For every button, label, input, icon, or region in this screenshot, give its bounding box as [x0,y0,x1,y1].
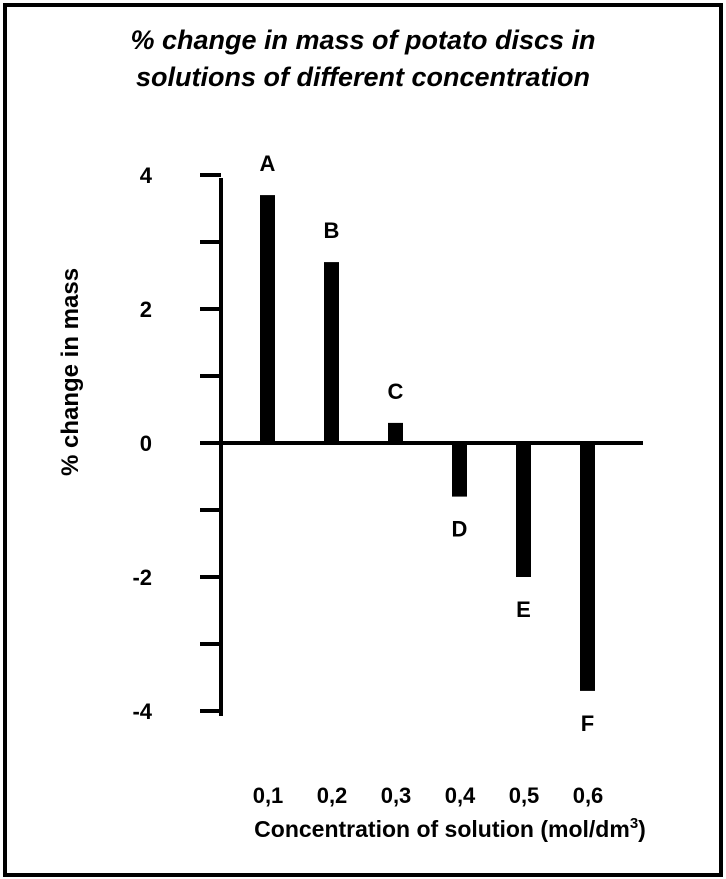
x-tick-label: 0,2 [317,783,348,808]
y-tick-label: -4 [132,699,152,724]
y-tick-label: -2 [132,565,152,590]
y-tick-label: 2 [140,297,152,322]
bar-a [260,195,275,443]
y-tick-label: 4 [140,163,153,188]
bar-b [324,262,339,443]
bar-label: C [388,379,404,404]
x-axis-label-close: ) [638,816,646,842]
x-tick-label: 0,4 [445,783,476,808]
x-tick-label: 0,5 [509,783,540,808]
y-axis-label: % change in mass [57,268,84,476]
bar-f [580,443,595,691]
chart-title-line: solutions of different concentration [135,62,591,92]
bar-label: B [324,218,340,243]
x-tick-label: 0,6 [573,783,604,808]
bar-d [452,443,467,497]
x-tick-label: 0,3 [381,783,412,808]
x-tick-label: 0,1 [253,783,284,808]
chart-title: % change in mass of potato discs in solut… [0,22,726,96]
bar-c [388,422,403,443]
x-axis-label-text: Concentration of solution (mol/dm [254,816,630,842]
chart-frame [3,3,723,877]
bar-label: E [516,597,531,622]
x-axis-label-superscript: 3 [630,815,638,832]
y-tick-label: 0 [140,431,152,456]
bar-e [516,443,531,577]
bar-label: D [452,517,468,542]
chart-title-line: % change in mass of potato discs in [130,25,596,55]
bar-label: A [260,151,276,176]
x-axis-label: Concentration of solution (mol/dm3) [254,815,646,842]
bar-label: F [581,711,594,736]
